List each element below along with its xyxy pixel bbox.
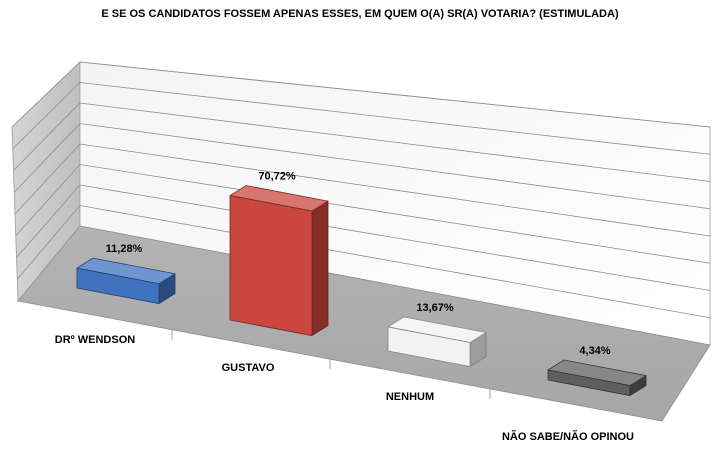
gridline xyxy=(13,102,711,182)
gridline xyxy=(16,205,711,319)
category-label-0: DRº WENDSON xyxy=(55,334,135,346)
bar-2 xyxy=(387,316,487,367)
data-label-3: 4,34% xyxy=(579,345,610,357)
bar-1 xyxy=(229,185,329,336)
gridlines xyxy=(11,61,711,319)
gridline xyxy=(15,164,711,264)
gridline xyxy=(13,123,711,210)
bar-3 xyxy=(547,359,647,396)
category-label-3: NÃO SABE/NÃO OPINOU xyxy=(502,430,634,443)
category-label-2: NENHUM xyxy=(386,391,434,403)
data-labels: 11,28% 70,72% 13,67% 4,34% xyxy=(106,171,611,357)
gridline xyxy=(14,143,711,237)
chart-floor xyxy=(17,225,711,422)
data-label-2: 13,67% xyxy=(416,302,454,314)
bars xyxy=(76,185,647,396)
category-label-1: GUSTAVO xyxy=(222,362,275,374)
bar-front-face xyxy=(229,195,313,336)
data-label-0: 11,28% xyxy=(106,243,143,255)
gridline xyxy=(11,61,711,128)
bar-front-face xyxy=(547,369,631,396)
bar-0 xyxy=(76,257,176,304)
gridline xyxy=(12,82,711,155)
data-label-1: 70,72% xyxy=(258,171,296,183)
chart-title: E SE OS CANDIDATOS FOSSEM APENAS ESSES, … xyxy=(101,8,619,20)
bar-side-face xyxy=(311,200,329,336)
bar-front-face xyxy=(387,326,471,367)
category-labels: DRº WENDSON GUSTAVO NENHUM NÃO SABE/NÃO OPI… xyxy=(55,329,634,443)
gridline xyxy=(16,184,711,291)
bar-front-face xyxy=(76,267,160,304)
